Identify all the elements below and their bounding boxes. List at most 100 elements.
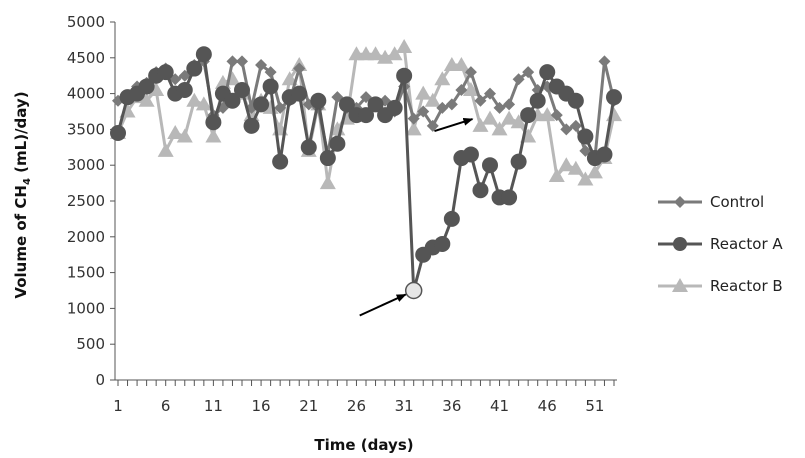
legend-marker — [672, 278, 688, 292]
data-point — [539, 107, 556, 122]
data-point — [338, 96, 355, 113]
y-tick-label: 4000 — [67, 85, 105, 103]
data-point — [205, 128, 222, 143]
data-point — [110, 124, 126, 141]
data-point — [281, 71, 298, 86]
data-point — [426, 119, 439, 132]
data-point — [434, 235, 451, 252]
data-point — [462, 82, 479, 97]
data-point — [482, 110, 498, 125]
data-point — [329, 135, 346, 152]
x-tick-label: 51 — [585, 397, 604, 415]
data-point — [436, 101, 449, 114]
data-point — [577, 171, 594, 186]
x-tick-label: 41 — [490, 397, 509, 415]
legend-marker — [673, 237, 687, 251]
data-point — [157, 64, 174, 81]
x-tick-label: 36 — [442, 397, 461, 415]
data-point — [586, 164, 603, 179]
data-point — [539, 64, 556, 81]
y-tick-label: 1500 — [67, 264, 105, 282]
data-point — [195, 96, 212, 111]
data-point — [386, 46, 403, 61]
data-point — [157, 142, 174, 157]
y-tick-label: 2500 — [67, 192, 105, 210]
data-point — [396, 67, 413, 84]
data-point — [453, 56, 470, 71]
data-point — [291, 85, 308, 102]
y-tick-label: 3500 — [67, 120, 105, 138]
data-point — [358, 107, 374, 124]
data-point — [503, 98, 516, 111]
annotation-arrow — [434, 117, 474, 133]
axes: 0 500 1000 1500 2000 2500 3000 3500 4000 4500 5000… — [67, 13, 617, 415]
data-point — [386, 99, 403, 116]
data-point — [255, 58, 268, 71]
data-point — [567, 92, 584, 109]
data-point — [405, 121, 422, 136]
y-axis-title: Volume of CH4 (mL)/day) — [12, 91, 33, 298]
data-point — [300, 139, 317, 156]
data-point — [443, 210, 460, 227]
data-point — [548, 167, 565, 182]
data-point — [482, 157, 498, 174]
data-point — [472, 182, 489, 199]
data-point — [501, 110, 518, 125]
data-point — [138, 78, 155, 95]
data-point — [567, 160, 584, 175]
data-point — [501, 189, 518, 206]
data-point — [577, 128, 594, 145]
x-tick-label: 11 — [204, 397, 223, 415]
data-point — [310, 92, 327, 109]
x-tick-label: 31 — [395, 397, 414, 415]
annotation-arrow — [359, 293, 407, 317]
data-point — [377, 49, 394, 64]
data-point — [558, 157, 575, 172]
data-point — [293, 62, 306, 75]
y-tick-label: 500 — [76, 335, 105, 353]
data-point — [272, 153, 289, 170]
legend: Control Reactor A Reactor B — [658, 193, 783, 295]
data-point — [512, 73, 525, 86]
data-point — [606, 107, 622, 122]
data-point — [407, 112, 420, 125]
y-tick-label: 3000 — [67, 156, 105, 174]
data-point — [274, 101, 287, 114]
data-point — [529, 92, 546, 109]
data-point — [493, 101, 506, 114]
data-point — [205, 114, 222, 131]
data-point — [606, 89, 622, 106]
data-point — [462, 146, 479, 163]
data-point — [226, 55, 239, 68]
data-point — [550, 109, 563, 122]
data-point — [415, 85, 432, 100]
data-point — [148, 82, 165, 97]
data-point — [176, 82, 193, 99]
data-point — [560, 123, 573, 136]
data-point — [195, 46, 212, 63]
y-axis-title-subscript: 4 — [22, 178, 33, 185]
data-point — [138, 92, 155, 107]
y-tick-label: 4500 — [67, 49, 105, 67]
data-point — [319, 175, 336, 190]
data-point — [176, 128, 193, 143]
series-layer — [110, 39, 622, 300]
legend-label: Control — [710, 193, 764, 211]
data-point — [186, 60, 203, 77]
legend-label: Reactor A — [710, 235, 783, 253]
data-point — [319, 150, 336, 167]
data-point — [186, 92, 203, 107]
data-point — [243, 117, 260, 134]
data-point — [596, 146, 613, 163]
data-point — [510, 153, 527, 170]
x-tick-label: 1 — [113, 397, 123, 415]
y-tick-label: 1000 — [67, 299, 105, 317]
data-point — [510, 114, 527, 129]
data-point — [464, 66, 477, 79]
data-point — [455, 84, 468, 97]
legend-marker — [674, 196, 686, 208]
series-reactor-a — [110, 46, 622, 299]
legend-item-reactor-b: Reactor B — [658, 277, 783, 295]
y-tick-label: 2000 — [67, 228, 105, 246]
